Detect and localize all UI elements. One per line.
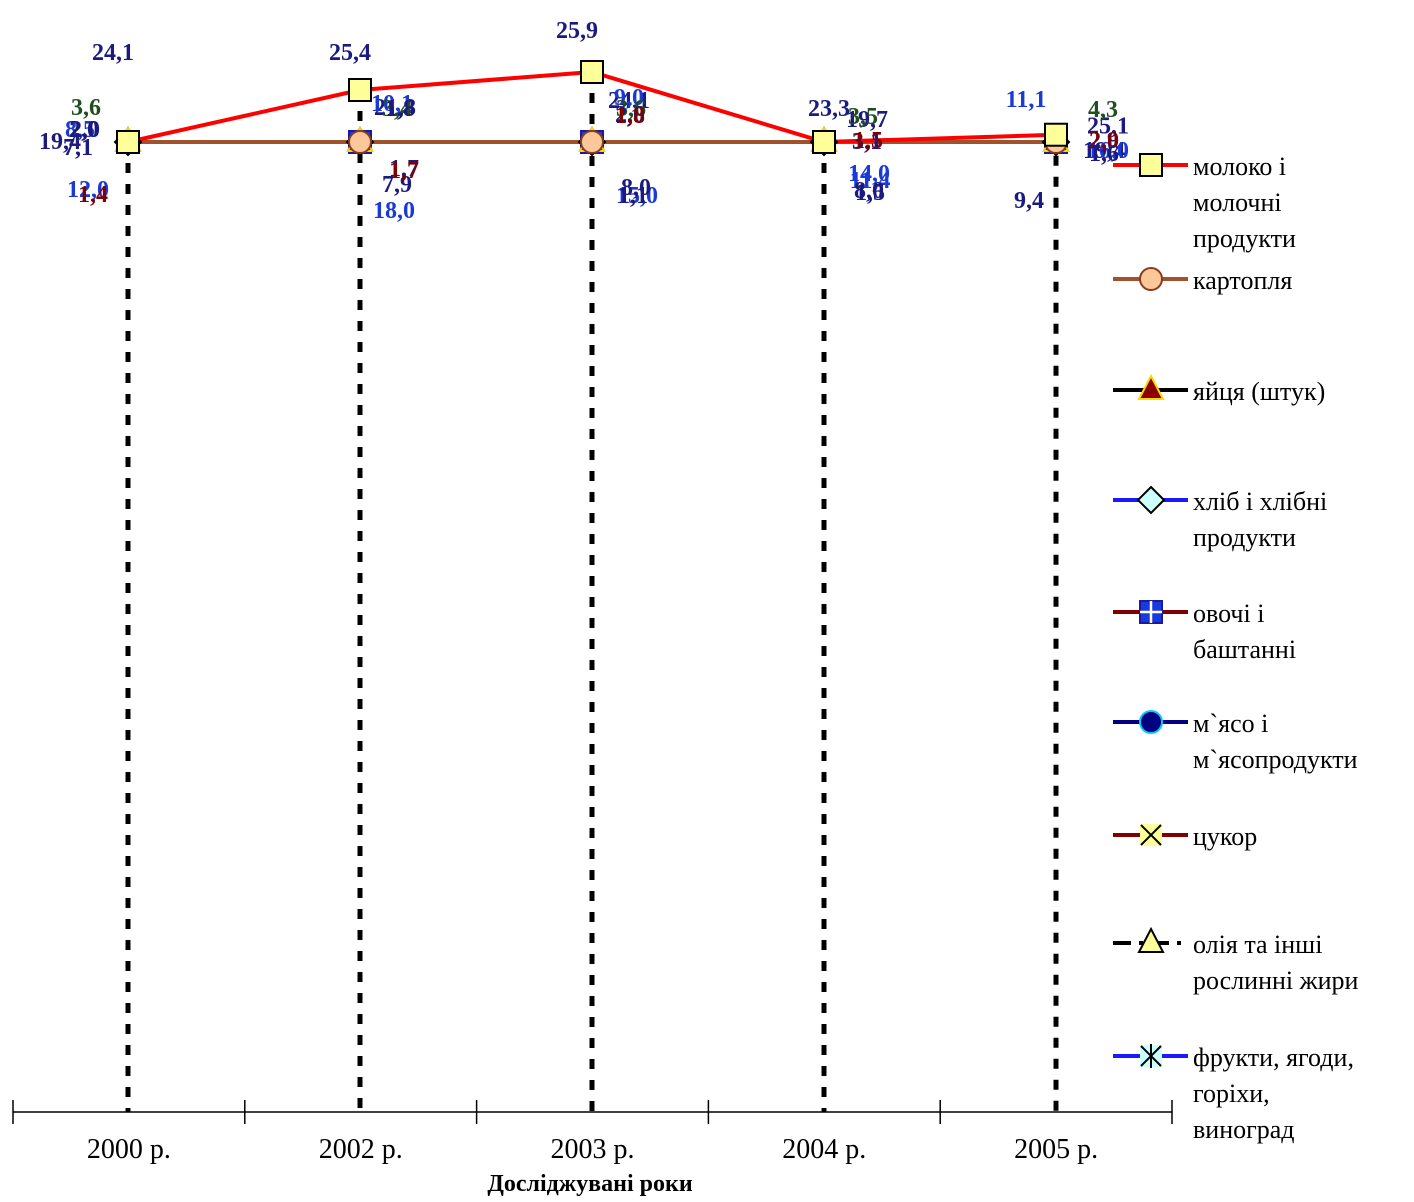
legend: молоко і молочні продукти картопля яйця (шту… bbox=[1113, 152, 1359, 1144]
data-label: 11,4 bbox=[850, 168, 891, 194]
data-label: 25,9 bbox=[556, 18, 598, 44]
legend-entry: олія та інші рослинні жири bbox=[1113, 926, 1359, 995]
data-label: 21,8 bbox=[374, 95, 416, 121]
legend-marker bbox=[1137, 373, 1165, 400]
legend-entry: картопля bbox=[1113, 266, 1292, 295]
legend-label: молочні bbox=[1193, 188, 1282, 217]
legend-marker bbox=[1136, 485, 1166, 515]
legend-marker bbox=[1137, 926, 1165, 953]
legend-label: баштанні bbox=[1193, 635, 1296, 664]
data-label: 19,7 bbox=[846, 107, 888, 133]
x-tick-label: 2003 р. bbox=[551, 1134, 635, 1165]
data-label: 2,0 bbox=[615, 102, 645, 128]
data-label: 24,1 bbox=[608, 88, 650, 114]
data-point-marker bbox=[348, 130, 372, 154]
data-label: 1,7 bbox=[389, 158, 419, 184]
data-label: 3,5 bbox=[848, 104, 878, 130]
data-label: 2,0 bbox=[70, 117, 100, 143]
data-label: 23,3 bbox=[808, 96, 850, 122]
data-point-marker bbox=[580, 130, 604, 154]
data-label: 3,6 bbox=[616, 96, 646, 122]
legend-label: фрукти, ягоди, bbox=[1193, 1043, 1354, 1072]
data-point-marker bbox=[812, 130, 836, 154]
legend-label: м`ясопродукти bbox=[1193, 745, 1358, 774]
data-label: 9,4 bbox=[1014, 188, 1044, 214]
legend-marker bbox=[1139, 600, 1163, 624]
x-tick-label: 2004 р. bbox=[782, 1134, 866, 1165]
data-label: 9,0 bbox=[614, 85, 644, 111]
data-label: 19,4 bbox=[1083, 138, 1125, 164]
data-label: 2,0 bbox=[1089, 128, 1119, 154]
legend-entry: овочі і баштанні bbox=[1113, 599, 1296, 664]
x-axis: 2000 р. 2002 р. 2003 р. 2004 р. 2005 р. bbox=[12, 1100, 1173, 1165]
data-label: 7,1 bbox=[63, 135, 93, 161]
data-label: 24,1 bbox=[92, 40, 134, 66]
x-tick-label: 2002 р. bbox=[319, 1134, 403, 1165]
legend-marker bbox=[1140, 1044, 1162, 1068]
legend-marker bbox=[1139, 710, 1163, 734]
legend-entry: м`ясо і м`ясопродукти bbox=[1113, 709, 1358, 774]
x-tick-label: 2000 р. bbox=[87, 1134, 171, 1165]
data-point-marker bbox=[348, 78, 372, 102]
data-label: 2,0 bbox=[69, 117, 99, 143]
data-label: 11,1 bbox=[1006, 87, 1047, 113]
data-point-marker bbox=[116, 130, 140, 154]
data-label: 1,5 bbox=[855, 180, 885, 206]
value-labels: 24,1 25,425,923,325,119,421,8 24,119,719,4… bbox=[39, 18, 1129, 224]
legend-label: м`ясо і bbox=[1193, 709, 1268, 738]
drop-lines bbox=[125, 72, 1059, 1112]
legend-label: яйця (штук) bbox=[1193, 377, 1325, 406]
x-axis-label: Досліджувані роки bbox=[487, 1171, 692, 1197]
legend-label: овочі і bbox=[1193, 599, 1264, 628]
legend-entry: фрукти, ягоди, горіхи, виноград bbox=[1113, 1043, 1354, 1144]
legend-label: продукти bbox=[1193, 523, 1296, 552]
legend-label: продукти bbox=[1193, 224, 1296, 253]
x-tick-label: 2005 р. bbox=[1014, 1134, 1098, 1165]
legend-marker bbox=[1140, 824, 1162, 846]
data-label: 25,4 bbox=[329, 40, 371, 66]
data-label: 19,4 bbox=[39, 129, 81, 155]
legend-label: олія та інші bbox=[1193, 930, 1322, 959]
data-label: 8,0 bbox=[621, 175, 651, 201]
data-label: 8,5 bbox=[65, 117, 95, 143]
data-label: 8,0 bbox=[854, 178, 884, 204]
legend-label: цукор bbox=[1193, 822, 1257, 851]
data-label: 25,1 bbox=[1087, 114, 1129, 140]
data-label: 1,1 bbox=[618, 183, 648, 209]
series-markers bbox=[113, 60, 1071, 157]
data-label: 1,5 bbox=[853, 128, 883, 154]
legend-label: молоко і bbox=[1193, 152, 1286, 181]
legend-entry: цукор bbox=[1113, 822, 1257, 851]
data-label: 2,9 bbox=[1089, 128, 1119, 154]
data-label: 7,9 bbox=[382, 172, 412, 198]
legend-entry: молоко і молочні продукти bbox=[1113, 152, 1296, 253]
data-label: 18,0 bbox=[373, 198, 415, 224]
data-label: 15,0 bbox=[616, 183, 658, 209]
legend-marker bbox=[1139, 153, 1163, 177]
data-label: 3,1 bbox=[852, 129, 882, 155]
data-label: 3,4 bbox=[382, 96, 412, 122]
data-label: 12,0 bbox=[67, 177, 109, 203]
legend-entry: хліб і хлібні продукти bbox=[1113, 485, 1327, 552]
data-label: 1,8 bbox=[615, 103, 645, 129]
legend-label: рослинні жири bbox=[1193, 966, 1359, 995]
data-label: 1,7 bbox=[389, 156, 419, 182]
legend-marker bbox=[1139, 267, 1163, 291]
data-label: 1,8 bbox=[385, 96, 415, 122]
data-label: 14,0 bbox=[848, 161, 890, 187]
data-label: 16,0 bbox=[1087, 138, 1129, 164]
data-point-marker bbox=[1044, 122, 1068, 147]
legend-entry: яйця (штук) bbox=[1113, 373, 1325, 406]
data-label: 1,6 bbox=[1089, 141, 1119, 167]
data-label: 1,4 bbox=[78, 182, 108, 208]
legend-label: картопля bbox=[1193, 266, 1292, 295]
legend-label: виноград bbox=[1193, 1115, 1295, 1144]
legend-label: горіхи, bbox=[1193, 1079, 1270, 1108]
data-label: 4,3 bbox=[1088, 97, 1118, 123]
data-label: 10,1 bbox=[371, 91, 413, 117]
data-label: 3,6 bbox=[71, 95, 101, 121]
legend-label: хліб і хлібні bbox=[1193, 487, 1327, 516]
data-point-marker bbox=[580, 60, 604, 84]
